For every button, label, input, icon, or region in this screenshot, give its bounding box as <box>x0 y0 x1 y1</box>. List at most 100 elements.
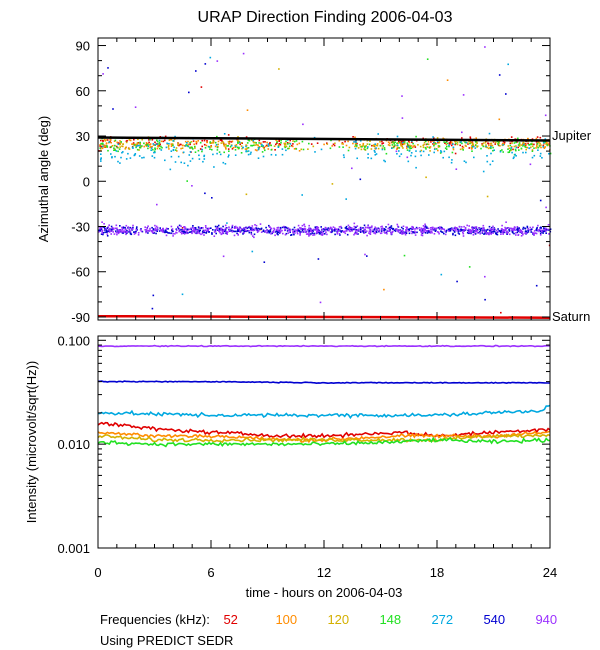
azimuth-point <box>186 230 189 232</box>
azimuth-point <box>133 144 136 146</box>
azimuth-point <box>517 229 519 231</box>
azimuth-point <box>455 168 458 170</box>
azimuth-point <box>382 142 385 144</box>
azimuth-point <box>427 231 430 233</box>
azimuth-point <box>393 229 396 232</box>
azimuth-point <box>447 230 450 232</box>
azimuth-point <box>454 152 457 155</box>
azimuth-point <box>262 155 265 158</box>
azimuth-point <box>440 273 443 276</box>
azimuth-point <box>336 230 338 233</box>
azimuth-point <box>370 230 372 233</box>
azimuth-point <box>358 228 360 231</box>
azimuth-point <box>461 137 463 139</box>
azimuth-point <box>343 156 345 159</box>
azimuth-point <box>518 229 521 232</box>
azimuth-point <box>191 147 193 149</box>
azimuth-point <box>260 145 263 147</box>
azimuth-point <box>522 233 524 236</box>
azimuth-series-100 <box>99 79 551 291</box>
azimuth-point <box>258 139 261 142</box>
azimuth-point <box>289 229 292 231</box>
azimuth-point <box>293 148 296 150</box>
azimuth-point <box>422 228 424 230</box>
azimuth-point <box>456 143 459 146</box>
azimuth-point <box>377 133 379 135</box>
azimuth-point <box>129 157 132 159</box>
azimuth-point <box>102 232 105 234</box>
azimuth-point <box>216 135 218 138</box>
azimuth-point <box>433 137 435 139</box>
azimuth-point <box>407 228 410 231</box>
azimuth-point <box>130 233 133 236</box>
azimuth-point <box>275 229 278 231</box>
azimuth-point <box>374 147 376 150</box>
azimuth-point <box>105 230 108 233</box>
azimuth-point <box>359 145 362 148</box>
azimuth-point <box>286 230 289 232</box>
azimuth-point <box>311 232 314 234</box>
azimuth-point <box>286 227 289 230</box>
azimuth-point <box>374 151 376 153</box>
azimuth-point <box>289 230 291 232</box>
azimuth-point <box>461 229 463 231</box>
azimuth-point <box>268 142 271 145</box>
azimuth-point <box>119 140 121 142</box>
azimuth-point <box>378 228 381 230</box>
azimuth-point <box>509 142 512 145</box>
azimuth-point <box>425 143 428 146</box>
azimuth-point <box>532 233 534 235</box>
azimuth-point <box>388 226 391 229</box>
azimuth-point <box>430 230 433 233</box>
azimuth-point <box>145 231 147 234</box>
azimuth-point <box>543 142 545 144</box>
azimuth-point <box>185 230 187 233</box>
azimuth-point <box>508 147 511 150</box>
azimuth-point <box>429 150 431 152</box>
azimuth-point <box>502 229 505 231</box>
azimuth-point <box>313 234 316 236</box>
azimuth-point <box>526 225 529 228</box>
azimuth-point <box>456 280 458 283</box>
azimuth-point <box>201 139 203 142</box>
intensity-line-272 <box>97 404 551 420</box>
azimuth-point <box>99 145 101 147</box>
azimuth-point <box>384 160 386 163</box>
azimuth-point <box>489 163 492 166</box>
azimuth-point <box>172 233 174 235</box>
azimuth-point <box>339 229 341 231</box>
azimuth-point <box>227 156 230 158</box>
azimuth-point <box>380 232 383 234</box>
azimuth-point <box>225 143 227 146</box>
azimuth-point <box>527 228 529 230</box>
azimuth-point <box>172 144 174 147</box>
azimuth-point <box>393 142 395 145</box>
azimuth-point <box>160 145 162 148</box>
azimuth-point <box>307 229 309 231</box>
azimuth-point <box>243 227 245 229</box>
azimuth-point <box>482 228 484 231</box>
azimuth-point <box>328 228 331 230</box>
azimuth-point <box>308 142 310 145</box>
azimuth-point <box>245 150 247 153</box>
azimuth-point <box>535 137 538 140</box>
azimuth-point <box>168 148 170 150</box>
azimuth-point <box>186 180 188 182</box>
azimuth-point <box>371 144 373 147</box>
azimuth-point <box>306 233 309 235</box>
azimuth-point <box>101 229 103 232</box>
azimuth-point <box>492 149 494 152</box>
azimuth-point <box>396 153 398 155</box>
azimuth-point <box>187 232 189 234</box>
azimuth-point <box>193 227 196 230</box>
azimuth-point <box>379 141 381 143</box>
azimuth-point <box>217 224 220 227</box>
azimuth-point <box>269 230 272 233</box>
azimuth-point <box>323 228 325 230</box>
azimuth-point <box>368 227 371 229</box>
azimuth-point <box>236 227 238 229</box>
azimuth-point <box>432 136 434 138</box>
azimuth-point <box>311 229 314 232</box>
azimuth-point <box>327 227 330 229</box>
azimuth-point <box>420 154 422 157</box>
